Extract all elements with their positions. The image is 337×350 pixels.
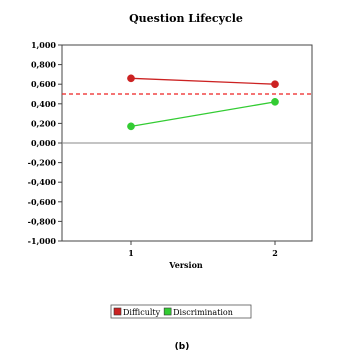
y-tick-label: 0,800 bbox=[31, 60, 56, 70]
y-tick-label: 0,200 bbox=[31, 118, 56, 128]
data-point-discrimination bbox=[271, 97, 279, 106]
figure-caption: (b) bbox=[175, 342, 190, 350]
plot-area: 1,000 0,800 0,600 0,400 0,200 0,000 -0,200 -0,4… bbox=[28, 40, 313, 258]
y-tick-label: 1,000 bbox=[31, 40, 56, 50]
chart-title: Question Lifecycle bbox=[129, 12, 243, 25]
y-tick-label: 0,000 bbox=[31, 138, 56, 148]
y-tick-label: 0,600 bbox=[31, 79, 56, 89]
legend-label-discrimination: Discrimination bbox=[173, 308, 233, 317]
legend-swatch-difficulty bbox=[113, 307, 122, 316]
series-line-difficulty bbox=[130, 77, 276, 85]
y-tick-label: 0,400 bbox=[31, 99, 56, 109]
y-tick-label: -0,200 bbox=[28, 158, 57, 168]
series-line-discrimination bbox=[130, 101, 276, 127]
x-tick-label: 1 bbox=[128, 248, 134, 258]
y-tick-label: -1,000 bbox=[28, 236, 57, 246]
legend-box bbox=[110, 304, 252, 319]
y-tick-label: -0,400 bbox=[28, 177, 57, 187]
legend-swatch-discrimination bbox=[163, 307, 172, 316]
y-tick-label: -0,600 bbox=[28, 197, 57, 207]
x-tick-label: 2 bbox=[272, 248, 278, 258]
legend: Difficulty Discrimination bbox=[110, 304, 252, 319]
data-point-difficulty bbox=[127, 74, 135, 83]
legend-label-difficulty: Difficulty bbox=[123, 308, 161, 317]
data-point-difficulty bbox=[271, 80, 279, 89]
y-tick-label: -0,800 bbox=[28, 216, 57, 226]
data-point-discrimination bbox=[127, 122, 135, 131]
x-axis-label: Version bbox=[168, 260, 203, 270]
